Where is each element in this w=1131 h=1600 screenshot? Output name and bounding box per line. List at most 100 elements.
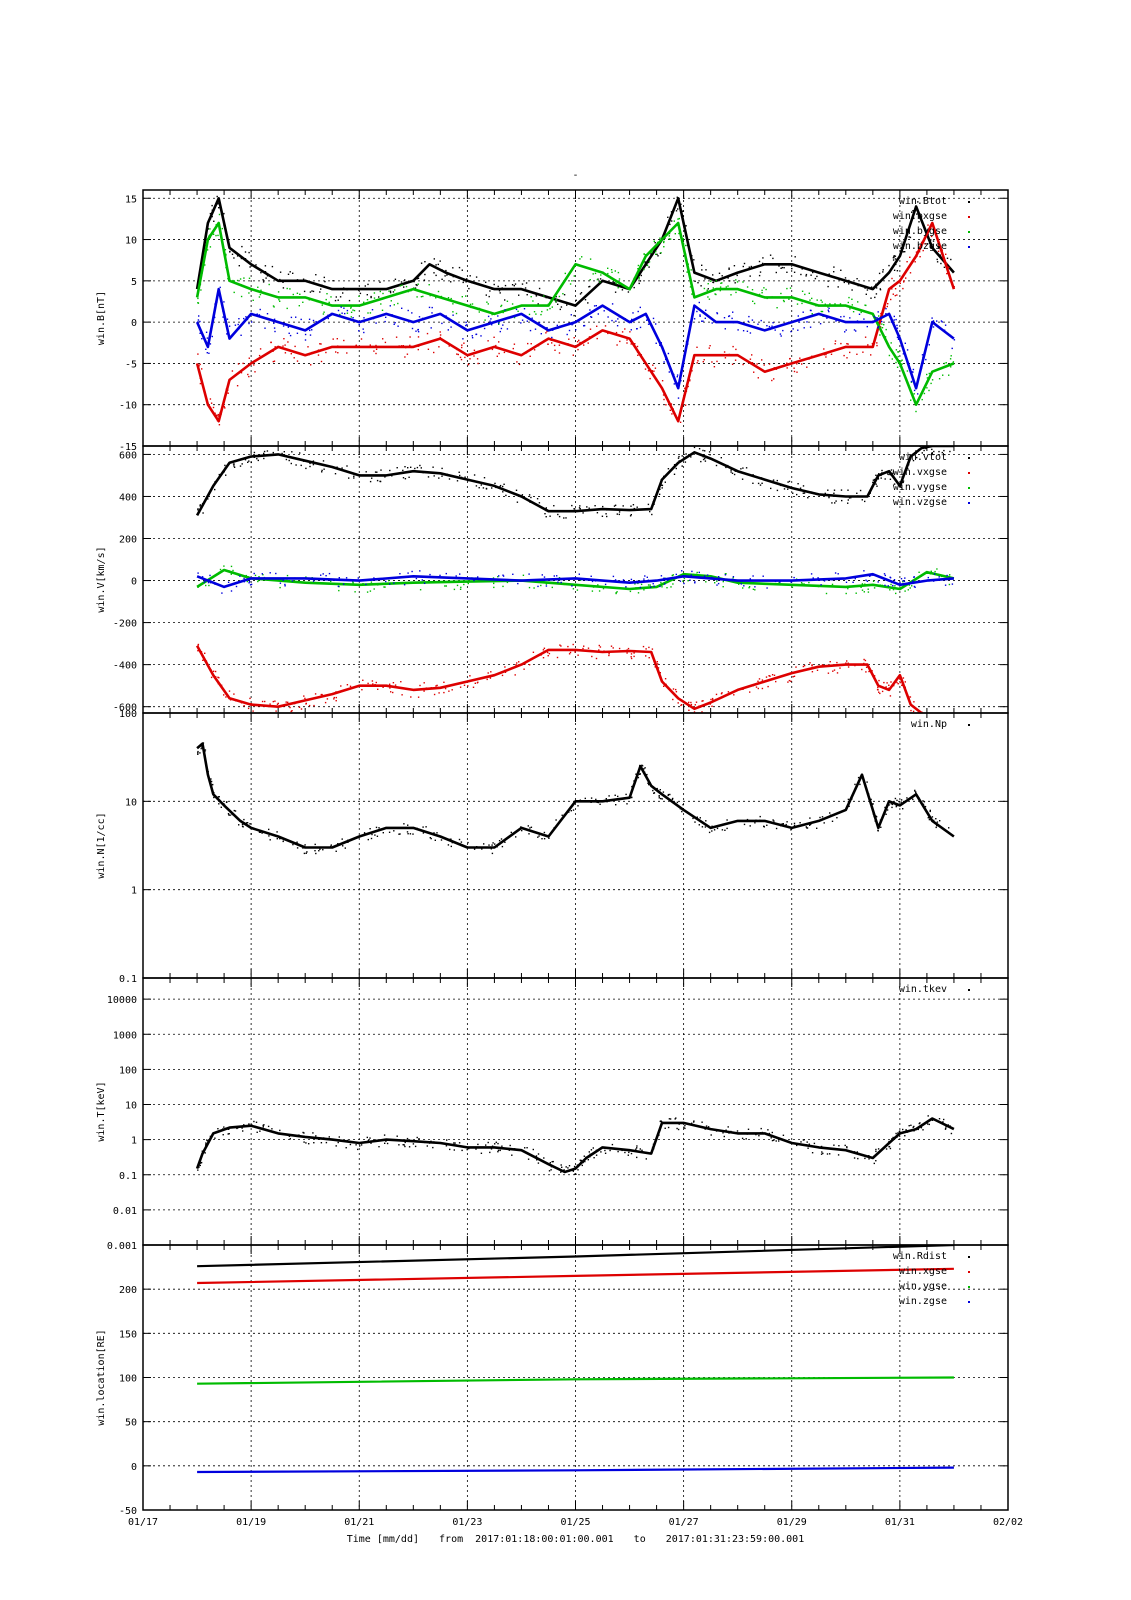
data-point	[893, 579, 896, 581]
data-point	[728, 315, 730, 318]
data-point	[532, 1148, 534, 1151]
data-point	[611, 303, 614, 305]
y-tick-label: -400	[113, 661, 137, 672]
data-point	[888, 687, 890, 689]
data-point	[397, 686, 400, 689]
data-point	[451, 300, 453, 302]
data-point	[344, 312, 346, 315]
data-point	[937, 250, 940, 252]
data-point	[226, 268, 228, 270]
data-point	[716, 584, 718, 586]
data-point	[821, 310, 824, 313]
data-point	[871, 807, 874, 809]
data-point	[895, 1132, 897, 1135]
data-point	[560, 1164, 562, 1166]
data-point	[938, 378, 941, 380]
data-point	[782, 329, 784, 332]
data-point	[231, 370, 234, 372]
data-point	[701, 269, 703, 271]
data-point	[933, 819, 935, 822]
series-points-win.bzgse	[197, 286, 956, 399]
data-point	[890, 681, 892, 683]
data-point	[707, 296, 709, 298]
data-point	[656, 241, 659, 244]
data-point	[405, 285, 408, 288]
data-point	[749, 825, 751, 827]
data-point	[441, 475, 443, 477]
data-point	[712, 281, 715, 284]
data-point	[497, 1142, 499, 1145]
data-point	[675, 416, 677, 418]
data-point	[543, 1157, 545, 1159]
data-point	[913, 393, 915, 395]
data-point	[225, 474, 227, 476]
data-point	[371, 833, 373, 836]
data-point	[422, 471, 424, 474]
data-point	[529, 827, 531, 829]
data-point	[875, 1160, 877, 1162]
data-point	[902, 287, 904, 290]
data-point	[801, 363, 803, 365]
data-point	[384, 586, 386, 588]
data-point	[861, 499, 863, 501]
data-point	[696, 346, 698, 348]
data-point	[730, 1130, 732, 1133]
data-point	[863, 591, 865, 593]
data-point	[656, 253, 658, 256]
data-point	[220, 413, 222, 415]
legend-label: win.ygse	[899, 1281, 947, 1292]
data-point	[953, 339, 956, 341]
data-point	[214, 481, 216, 483]
data-point	[332, 280, 334, 282]
data-point	[677, 199, 680, 201]
data-point	[224, 464, 226, 467]
data-point	[207, 498, 209, 500]
data-point	[681, 455, 683, 457]
data-point	[541, 310, 543, 313]
data-point	[248, 1123, 250, 1125]
data-point	[355, 345, 357, 347]
data-point	[451, 689, 453, 691]
data-point	[350, 307, 352, 309]
x-tick-labels: 01/17 01/19 01/21 01/23 01/25 01/27 01/29 01/31…	[128, 1517, 1023, 1528]
data-point	[880, 312, 882, 315]
data-point	[945, 253, 947, 255]
data-point	[698, 824, 700, 826]
data-point	[217, 203, 219, 205]
data-point	[837, 573, 839, 575]
data-point	[545, 509, 547, 512]
data-point	[773, 674, 776, 676]
data-point	[439, 334, 442, 336]
data-point	[608, 795, 610, 797]
data-point	[713, 366, 716, 368]
data-point	[417, 331, 420, 333]
data-point	[527, 1158, 530, 1160]
data-point	[694, 581, 696, 583]
data-point	[884, 336, 887, 338]
data-point	[772, 322, 774, 324]
data-point	[575, 304, 577, 306]
data-point	[769, 254, 772, 256]
data-point	[809, 326, 812, 328]
data-point	[887, 585, 889, 587]
data-point	[403, 1144, 405, 1146]
data-point	[682, 238, 684, 240]
data-point	[230, 565, 233, 568]
data-point	[909, 236, 912, 239]
data-point	[752, 482, 754, 484]
data-point	[504, 841, 506, 843]
data-point	[203, 750, 205, 752]
data-point	[910, 454, 913, 457]
data-point	[428, 284, 430, 286]
data-point	[873, 478, 876, 481]
data-point	[870, 297, 872, 299]
data-point	[758, 293, 761, 296]
data-point	[702, 361, 704, 363]
data-point	[783, 267, 785, 269]
data-point	[897, 281, 900, 283]
data-point	[214, 670, 217, 673]
data-point	[815, 305, 817, 307]
data-point	[683, 225, 685, 228]
data-point	[949, 574, 951, 576]
data-point	[837, 1154, 840, 1156]
